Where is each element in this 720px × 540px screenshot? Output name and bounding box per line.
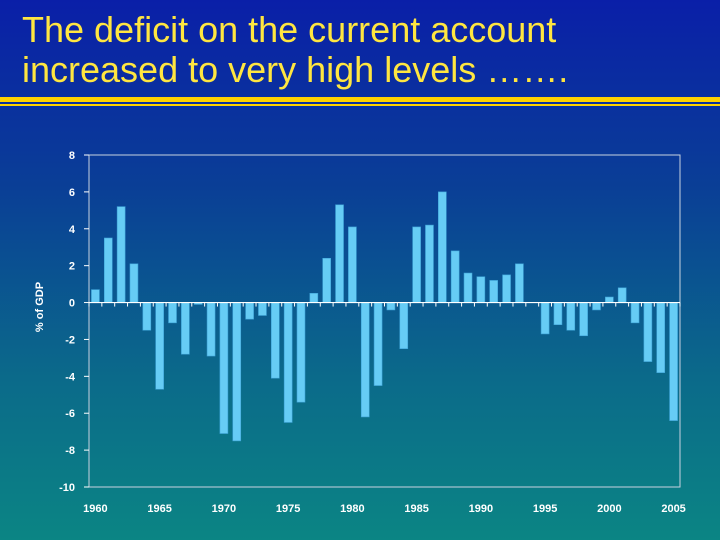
x-tick-label-2005: 2005 (661, 503, 685, 515)
bar-1991 (489, 280, 498, 303)
bar-1981 (360, 302, 370, 418)
bar-2004 (656, 302, 666, 373)
bar-1964 (142, 302, 152, 331)
bar-1976 (296, 302, 306, 403)
bar-1978 (322, 257, 331, 303)
y-tick-label: -10 (59, 482, 75, 494)
bar-1985 (412, 226, 421, 303)
y-tick-label: -6 (65, 408, 75, 420)
x-tick-label-1970: 1970 (212, 503, 236, 515)
bar-2002 (630, 302, 640, 324)
bar-1977 (309, 293, 319, 303)
bar-1979 (335, 204, 344, 303)
bar-1965 (155, 302, 164, 390)
axes-layer (84, 154, 681, 488)
y-tick-label: 8 (69, 150, 75, 162)
bar-1997 (566, 302, 576, 331)
bar-1988 (450, 250, 460, 303)
bar-1971 (232, 302, 242, 442)
bar-1970 (219, 302, 229, 434)
y-axis-title: % of GDP (34, 282, 46, 332)
bar-1982 (373, 302, 383, 386)
x-tick-label-2000: 2000 (597, 503, 621, 515)
x-tick-label-1995: 1995 (533, 503, 557, 515)
slide-title-line-1: The deficit on the current account (22, 9, 557, 50)
bar-1967 (181, 302, 190, 355)
bar-1986 (425, 224, 434, 303)
bar-1990 (476, 276, 486, 303)
bars-layer (91, 191, 678, 442)
bar-1974 (271, 302, 280, 379)
x-tick-label-1960: 1960 (83, 503, 107, 515)
bar-1969 (206, 302, 216, 357)
labels-layer: 8 6 4 2 0 -2 -4 -6 -8 -10 1960 1965 1970 1975 1980 1985… (34, 150, 686, 515)
title-rule-thick (0, 97, 720, 102)
bar-2003 (643, 302, 653, 362)
bar-1992 (502, 274, 511, 303)
y-tick-label: -4 (65, 371, 76, 383)
bar-1963 (129, 263, 139, 303)
bar-1973 (258, 302, 267, 316)
bar-1980 (348, 226, 357, 303)
bar-1961 (103, 237, 113, 303)
y-tick-label: 6 (69, 187, 75, 199)
x-tick-label-1965: 1965 (147, 503, 171, 515)
bar-1987 (438, 191, 447, 303)
slide-title-line-2: increased to very high levels ……. (22, 49, 569, 90)
x-tick-label-1980: 1980 (340, 503, 364, 515)
bar-1989 (463, 272, 473, 303)
bar-1972 (245, 302, 254, 320)
y-tick-label: 4 (69, 224, 76, 236)
title-rule-thin (0, 104, 720, 106)
y-tick-label: -8 (65, 445, 75, 457)
y-tick-label: -2 (65, 334, 75, 346)
bar-1983 (386, 302, 396, 311)
bar-2001 (617, 287, 627, 303)
bar-1999 (592, 302, 601, 311)
bar-1993 (515, 263, 524, 303)
bar-1962 (116, 206, 126, 303)
bar-1998 (579, 302, 588, 337)
plot-frame (88, 154, 681, 488)
bar-1995 (540, 302, 550, 335)
slide-title: The deficit on the current account incre… (22, 10, 712, 90)
y-tick-label: 2 (69, 261, 75, 273)
x-tick-label-1975: 1975 (276, 503, 300, 515)
bar-2005 (669, 302, 678, 421)
bar-1975 (283, 302, 293, 423)
bar-1984 (399, 302, 409, 349)
x-tick-label-1985: 1985 (404, 503, 428, 515)
y-tick-label: 0 (69, 298, 75, 310)
bar-1960 (91, 289, 100, 303)
bar-1966 (168, 302, 177, 324)
bar-1996 (553, 302, 563, 325)
x-tick-label-1990: 1990 (469, 503, 493, 515)
bar-2000 (605, 296, 614, 303)
